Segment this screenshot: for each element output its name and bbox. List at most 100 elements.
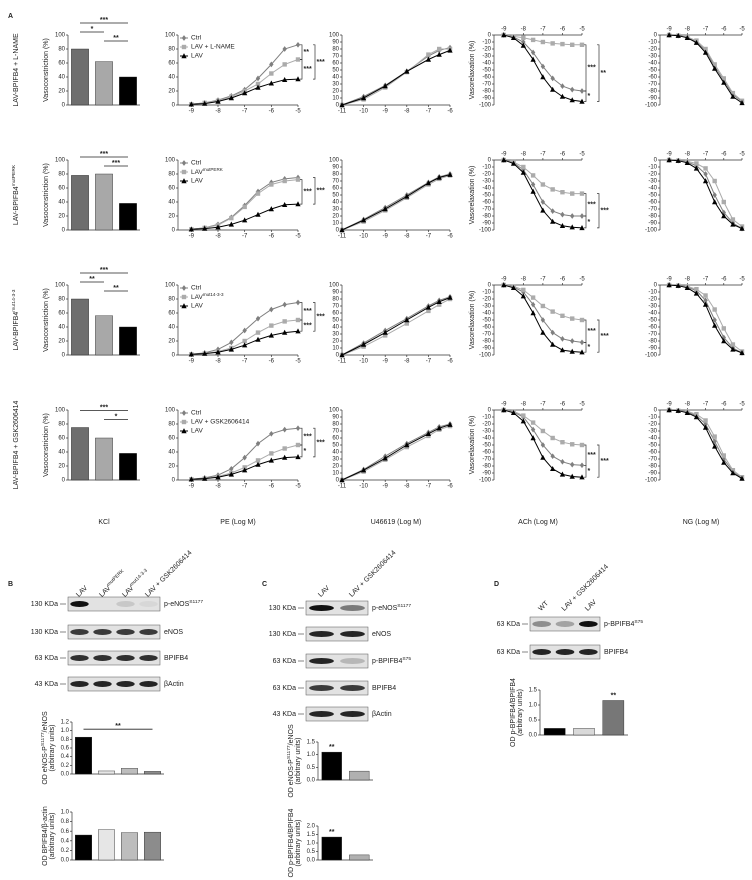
y-tick-label: 1.0 (307, 841, 316, 847)
y-tick-label: 0.0 (61, 772, 70, 778)
y-tick-label: 20 (168, 464, 175, 470)
data-point (425, 180, 432, 186)
protein-label: BPIFB4 (604, 649, 628, 656)
data-point (255, 336, 261, 342)
x-tick-label: -8 (404, 234, 410, 240)
y-tick-label: 0 (336, 353, 340, 359)
data-point (436, 51, 442, 57)
y-axis-label: Vasoconstriction (%) (43, 413, 50, 477)
data-point (228, 471, 234, 477)
x-tick-label: -11 (338, 484, 347, 490)
data-point (404, 317, 410, 323)
significance-label: *** (304, 322, 312, 329)
x-tick-label: -10 (359, 109, 368, 115)
data-point (550, 86, 556, 92)
x-tick-label: -6 (447, 234, 453, 240)
lane-label-sup: mutPERK (106, 568, 126, 588)
significance-label: *** (100, 17, 108, 24)
row-label: LAV-BPIFB4 + L-NAME (13, 33, 20, 107)
x-tick-label: -8 (521, 27, 527, 33)
y-axis-label-part: /eNOS (42, 711, 49, 732)
data-point (721, 199, 726, 205)
blot-band (555, 649, 575, 655)
y-tick-label: 100 (329, 158, 340, 164)
data-point (693, 290, 700, 296)
data-point (530, 435, 536, 441)
data-point (739, 225, 745, 231)
y-tick-label: 1.0 (529, 703, 538, 709)
data-point (579, 42, 585, 47)
y-tick-label: -90 (648, 346, 657, 352)
significance-label: ** (115, 723, 121, 730)
blot-strip (305, 600, 369, 616)
data-point (501, 282, 507, 288)
data-point (721, 213, 727, 219)
y-axis-label: OD BPIFB4/β-actin (42, 806, 49, 866)
x-tick-label: -8 (521, 402, 527, 408)
data-point (282, 62, 287, 67)
data-point (739, 350, 745, 356)
y-axis-label: (arbitrary units) (49, 812, 56, 859)
y-tick-label: 1.0 (61, 728, 70, 734)
size-label: 130 KDa (269, 631, 296, 638)
y-tick-label: 50 (332, 68, 339, 74)
x-tick-label: -8 (685, 27, 691, 33)
blot-band (139, 681, 158, 687)
significance-label: *** (100, 267, 108, 274)
blot-band (93, 681, 112, 687)
data-point (540, 329, 546, 335)
data-point (510, 160, 517, 166)
y-tick-label: 0.8 (61, 737, 70, 743)
blot-band (309, 685, 334, 691)
y-tick-label: -10 (482, 290, 491, 296)
y-axis-label: (arbitrary units) (517, 689, 524, 736)
series-line (191, 59, 299, 105)
x-tick-label: -8 (685, 152, 691, 158)
data-point (540, 74, 546, 80)
x-tick-label: -9 (383, 109, 389, 115)
y-tick-label: 70 (332, 304, 339, 310)
data-point (530, 301, 536, 308)
significance-label: ** (329, 829, 335, 836)
protein-label: p-BPIFB4S75 (604, 619, 643, 628)
data-point (242, 338, 247, 344)
y-tick-label: -50 (482, 193, 491, 199)
y-tick-label: 0 (172, 228, 176, 234)
data-point (510, 34, 517, 40)
lane-label: LAV (584, 599, 598, 613)
y-tick-label: 0.5 (529, 718, 538, 724)
data-point (269, 323, 274, 328)
data-point (242, 217, 248, 223)
y-tick-label: -20 (482, 172, 491, 178)
x-tick-label: -11 (338, 234, 347, 240)
y-tick-label: -40 (482, 61, 491, 67)
y-tick-label: 100 (165, 158, 176, 164)
x-tick-label: -8 (215, 109, 221, 115)
significance-label: ** (113, 285, 119, 292)
lane-label-sup: mut14-3-3 (129, 567, 149, 587)
data-point (295, 317, 301, 323)
row-label-part: LAV-BPIFB4 (13, 186, 20, 225)
blot-strip (67, 624, 161, 640)
y-axis-label: (arbitrary units) (295, 819, 302, 866)
lane-label: LAV (317, 585, 331, 599)
protein-label-part: p-BPIFB4 (372, 658, 402, 665)
data-point (510, 284, 517, 290)
y-axis-label-sup: S1177 (40, 732, 46, 746)
y-tick-label: -70 (482, 207, 491, 213)
y-tick-label: -10 (648, 415, 657, 421)
y-tick-label: 20 (58, 464, 65, 470)
data-point (570, 316, 575, 321)
data-point (520, 42, 526, 48)
x-tick-label: -8 (215, 359, 221, 365)
significance-bracket (300, 319, 303, 332)
x-tick-label: -7 (703, 27, 709, 33)
x-tick-label: -8 (404, 359, 410, 365)
data-point (694, 161, 699, 166)
y-tick-label: 0 (654, 283, 658, 289)
data-point (560, 211, 565, 218)
y-tick-label: -100 (479, 103, 492, 109)
protein-label-part: p-eNOS (164, 601, 190, 608)
data-point (510, 409, 517, 415)
data-point (666, 32, 672, 38)
